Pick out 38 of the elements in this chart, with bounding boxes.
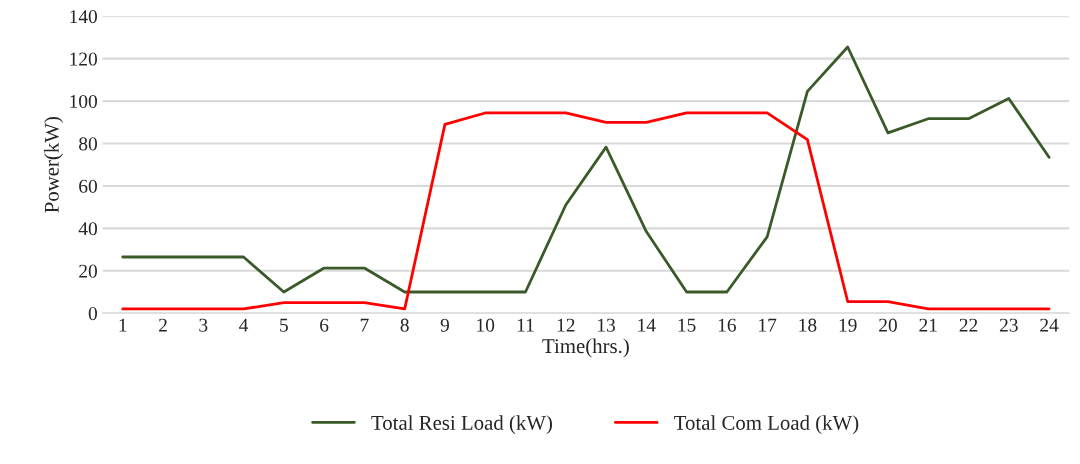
x-tick-label: 11 bbox=[517, 318, 534, 332]
x-tick-label: 7 bbox=[360, 318, 369, 332]
legend-label: Total Resi Load (kW) bbox=[371, 415, 552, 435]
x-tick-label: 18 bbox=[799, 318, 817, 332]
x-tick-label: 16 bbox=[718, 318, 736, 332]
x-tick-label: 22 bbox=[959, 318, 978, 332]
x-tick-label: 4 bbox=[239, 318, 249, 332]
y-tick-label: 100 bbox=[70, 94, 97, 109]
x-tick-label: 21 bbox=[919, 318, 937, 332]
x-tick-label: 23 bbox=[999, 318, 1018, 332]
y-tick-label: 120 bbox=[70, 52, 97, 66]
y-tick-label: 140 bbox=[70, 10, 97, 24]
x-tick-label: 14 bbox=[638, 318, 656, 332]
line-series bbox=[121, 45, 1051, 294]
x-tick-label: 17 bbox=[759, 318, 777, 332]
x-tick-label: 15 bbox=[678, 318, 696, 332]
x-tick-label: 2 bbox=[159, 318, 167, 332]
y-axis-title: Power(kW) bbox=[44, 117, 64, 213]
legend-label: Total Com Load (kW) bbox=[674, 415, 859, 435]
x-tick-label: 1 bbox=[119, 318, 127, 332]
x-tick-label: 13 bbox=[598, 318, 615, 332]
x-tick-label: 24 bbox=[1040, 318, 1059, 332]
x-tick-label: 9 bbox=[440, 318, 449, 332]
line-series bbox=[121, 111, 1051, 311]
y-tick-label: 60 bbox=[79, 179, 97, 193]
x-tick-label: 3 bbox=[199, 318, 208, 332]
y-tick-label: 0 bbox=[88, 307, 97, 321]
x-tick-label: 5 bbox=[280, 318, 288, 332]
x-tick-label: 8 bbox=[400, 318, 409, 332]
y-tick-label: 80 bbox=[79, 137, 97, 151]
x-tick-label: 19 bbox=[839, 318, 857, 332]
y-tick-label: 40 bbox=[78, 222, 97, 236]
y-tick-label: 20 bbox=[79, 264, 97, 278]
x-tick-label: 10 bbox=[477, 318, 495, 332]
x-tick-label: 6 bbox=[320, 318, 329, 332]
x-tick-label: 20 bbox=[879, 318, 897, 332]
x-tick-label: 12 bbox=[557, 318, 575, 332]
x-axis-title: Time(hrs.) bbox=[542, 338, 629, 358]
